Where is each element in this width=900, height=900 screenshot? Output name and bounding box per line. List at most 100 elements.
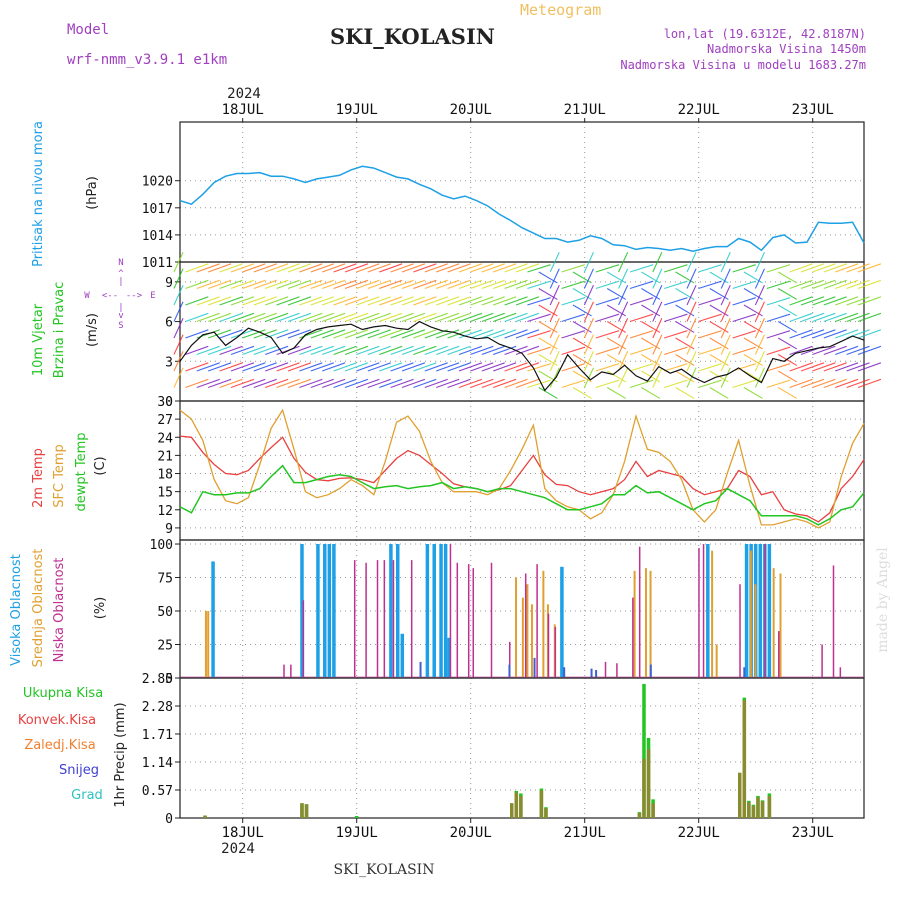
wind-barb xyxy=(789,263,813,273)
cloud-bar xyxy=(644,568,647,677)
wind-barb xyxy=(424,312,448,323)
wind-barb xyxy=(583,268,594,289)
wind-barb xyxy=(595,264,620,273)
wind-barb xyxy=(606,337,627,350)
cloud-bar xyxy=(521,597,524,677)
compass-s: S xyxy=(118,321,123,331)
wind-barb xyxy=(481,279,505,290)
wind-barb xyxy=(390,296,414,306)
wind-barb xyxy=(515,362,540,372)
wind-barb xyxy=(287,329,312,339)
cloud-label-mid: Srednja Oblacnost xyxy=(31,549,46,668)
precip-bar xyxy=(651,803,655,818)
wind-barb xyxy=(777,370,798,383)
wind-barb xyxy=(230,312,255,323)
wind-barb xyxy=(606,321,627,333)
wind-barb xyxy=(835,312,859,323)
cloud-bar xyxy=(439,544,443,677)
wind-barb xyxy=(173,285,184,306)
wind-barb xyxy=(344,263,369,273)
precip-bar xyxy=(756,797,760,818)
cloud-bar xyxy=(508,641,511,677)
wind-barb xyxy=(276,279,300,290)
wind-barb xyxy=(447,279,471,290)
wind-barb xyxy=(743,304,763,317)
wind-barb xyxy=(344,279,369,290)
wind-barb xyxy=(629,379,654,389)
wind-barb xyxy=(504,263,528,273)
wind-barb xyxy=(447,312,471,323)
wind-barb xyxy=(800,279,825,290)
wind-barb xyxy=(219,362,243,372)
wind-barb xyxy=(447,378,471,389)
wind-barb xyxy=(379,378,403,389)
wind-barb xyxy=(709,387,729,399)
precip-bar xyxy=(742,700,747,818)
cloud-bar xyxy=(711,550,714,677)
wind-barb xyxy=(447,362,471,372)
wind-barb xyxy=(413,312,437,323)
wind-barb xyxy=(675,321,695,333)
wind-barb xyxy=(470,329,494,339)
wind-barb xyxy=(664,330,688,339)
cloud-bar xyxy=(542,570,545,677)
wind-barb xyxy=(549,268,560,289)
wind-barb xyxy=(572,321,592,333)
compass-right: --> xyxy=(126,291,143,301)
cloud-bar xyxy=(376,560,379,677)
pressure-frame xyxy=(179,121,865,263)
wind-barb xyxy=(379,312,403,323)
wind-barb xyxy=(208,329,232,339)
wind-barb xyxy=(515,279,540,290)
cloud-bar xyxy=(472,568,475,677)
wind-compass: N ^ | W <-- --> E | v S xyxy=(84,258,155,331)
cloud-bar xyxy=(425,544,430,677)
wind-barb xyxy=(835,296,859,306)
wind-barb xyxy=(413,279,437,290)
cloud-bar xyxy=(353,560,356,677)
wind-barb xyxy=(493,329,517,339)
day-label-top: 22JUL xyxy=(678,102,720,118)
wind-barb xyxy=(504,378,528,389)
wind-barb xyxy=(379,296,403,306)
wind-barb xyxy=(230,296,255,306)
wind-barb xyxy=(754,351,765,372)
wind-barb xyxy=(618,268,629,289)
wind-barb xyxy=(527,313,551,323)
cloud-bar xyxy=(332,544,336,677)
wind-barb xyxy=(447,263,471,273)
wind-barb xyxy=(652,334,663,355)
wind-barb xyxy=(196,296,220,306)
cloud-bar xyxy=(779,573,782,677)
wind-barb xyxy=(846,345,870,356)
cloud-bar xyxy=(547,613,550,677)
wind-barb xyxy=(504,279,528,290)
cloud-bar xyxy=(443,544,448,677)
wind-barb xyxy=(390,329,414,339)
wind-barb xyxy=(549,301,560,322)
wind-barb xyxy=(413,345,437,356)
wind-barb xyxy=(219,378,243,389)
wind-barb xyxy=(538,321,558,333)
wind-barb xyxy=(664,280,688,290)
wind-barb xyxy=(686,301,697,322)
wind-barb xyxy=(698,297,722,306)
wind-barb xyxy=(493,378,517,389)
wind-barb xyxy=(732,313,756,323)
wind-label-2: Brzina i Pravac xyxy=(52,282,67,379)
wind-barb xyxy=(265,263,289,273)
day-label-top: 18JUL xyxy=(222,102,264,118)
wind-barb xyxy=(253,263,277,273)
wind-barb xyxy=(846,296,870,306)
wind-barb xyxy=(823,312,847,323)
wind-barb xyxy=(310,296,334,306)
wind-barb xyxy=(618,252,629,273)
wind-barb xyxy=(196,279,220,290)
wind-barb xyxy=(857,329,882,339)
model-elevation-label: Nadmorska Visina u modelu 1683.27m xyxy=(620,58,866,72)
plot-layer: 1020101710141011963030272421181512910075… xyxy=(142,102,882,841)
wind-barb xyxy=(276,362,300,372)
wind-barb xyxy=(219,345,243,356)
wind-barb xyxy=(515,263,540,273)
cloud-bar xyxy=(515,577,518,677)
